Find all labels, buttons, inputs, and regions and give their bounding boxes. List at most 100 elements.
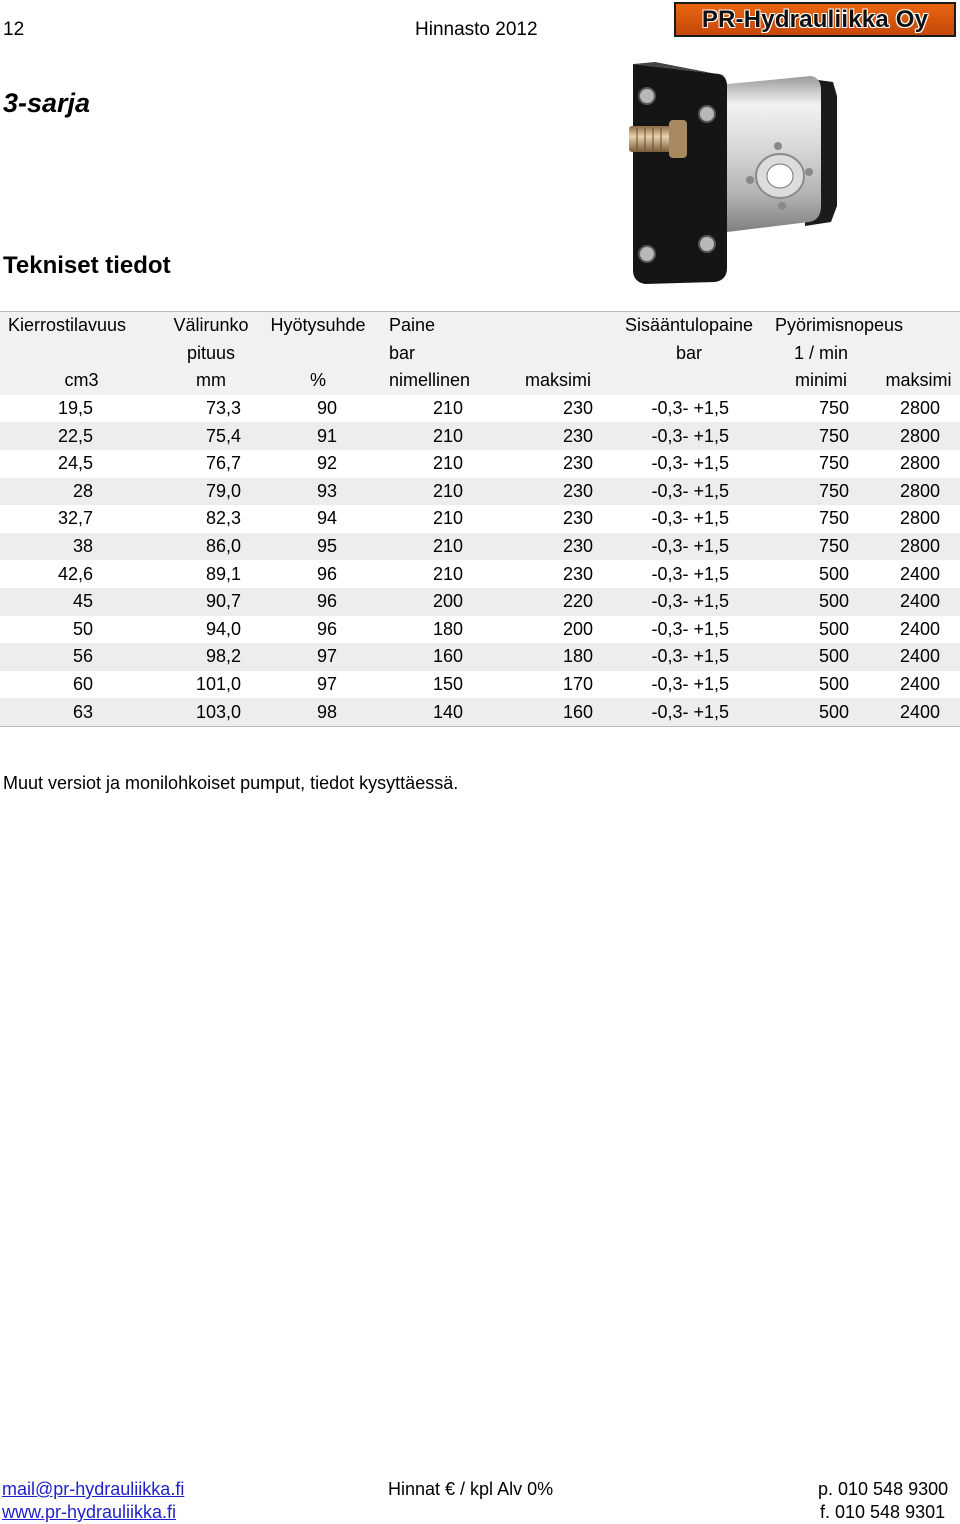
table-cell: 89,1 xyxy=(205,563,241,584)
table-header-cell xyxy=(259,340,377,368)
table-header-cell: 1 / min xyxy=(793,342,849,363)
table-cell: 28 xyxy=(72,480,93,501)
table-cell: 500 xyxy=(818,674,849,695)
table-header-cell: nimellinen xyxy=(389,370,471,391)
table-row: 24,5 76,7 92 210 230 -0,3- +1,5 750 2800 xyxy=(0,449,960,478)
table-cell: 98 xyxy=(316,701,337,722)
catalog-title: Hinnasto 2012 xyxy=(415,19,538,40)
table-cell: 2400 xyxy=(899,701,940,722)
table-cell: 2400 xyxy=(899,591,940,612)
table-cell: 500 xyxy=(818,701,849,722)
table-cell: 140 xyxy=(432,701,463,722)
table-cell: 750 xyxy=(818,480,849,501)
table-cell: 73,3 xyxy=(205,398,241,419)
table-row: 42,6 89,1 96 210 230 -0,3- +1,5 500 2400 xyxy=(0,560,960,588)
table-cell: 160 xyxy=(432,646,463,667)
table-cell: 97 xyxy=(316,674,337,695)
table-header-row: cm3 mm % nimellinen maksimi minimi maksi… xyxy=(0,367,960,395)
table-cell: 50 xyxy=(72,618,93,639)
table-cell: 210 xyxy=(432,536,463,557)
table-cell: 32,7 xyxy=(57,508,93,529)
table-cell: 210 xyxy=(432,425,463,446)
table-header-cell xyxy=(613,367,765,395)
table-cell: 98,2 xyxy=(205,646,241,667)
table-cell: 230 xyxy=(562,508,593,529)
table-cell: 2400 xyxy=(899,646,940,667)
table-row: 50 94,0 96 180 200 -0,3- +1,5 500 2400 xyxy=(0,615,960,644)
table-header-cell: bar xyxy=(675,342,702,363)
table-row: 32,7 82,3 94 210 230 -0,3- +1,5 750 2800 xyxy=(0,505,960,533)
table-header-cell: Paine xyxy=(389,315,436,336)
table-cell: -0,3- +1,5 xyxy=(651,536,729,557)
table-cell: 500 xyxy=(818,618,849,639)
table-header-cell xyxy=(877,340,960,368)
table-cell: 2400 xyxy=(899,618,940,639)
table-cell: 230 xyxy=(562,563,593,584)
table-cell: -0,3- +1,5 xyxy=(651,563,729,584)
table-cell: 42,6 xyxy=(57,563,93,584)
table-header-cell xyxy=(0,340,163,368)
table-cell: 180 xyxy=(562,646,593,667)
table-header-cell: pituus xyxy=(186,342,236,363)
table-cell: 200 xyxy=(562,618,593,639)
table-cell: 2400 xyxy=(899,674,940,695)
table-cell: 170 xyxy=(562,674,593,695)
table-cell: -0,3- +1,5 xyxy=(651,674,729,695)
table-cell: 500 xyxy=(818,563,849,584)
table-cell: 63 xyxy=(72,701,93,722)
table-cell: 82,3 xyxy=(205,508,241,529)
table-cell: 210 xyxy=(432,508,463,529)
table-header-cell xyxy=(503,340,613,368)
table-cell: 210 xyxy=(432,480,463,501)
table-header-cell: maksimi xyxy=(885,370,952,391)
table-cell: 500 xyxy=(818,591,849,612)
table-header-cell: Kierrostilavuus xyxy=(8,315,127,336)
table-header-cell: mm xyxy=(196,370,226,391)
footer-fax: f. 010 548 9301 xyxy=(820,1502,946,1522)
table-cell: 230 xyxy=(562,453,593,474)
section-title: Tekniset tiedot xyxy=(3,252,171,279)
table-header-cell: Sisääntulopaine xyxy=(624,315,754,336)
table-cell: 97 xyxy=(316,646,337,667)
table-cell: 76,7 xyxy=(205,453,241,474)
table-header-cell: Välirunko xyxy=(173,315,249,336)
table-cell: 95 xyxy=(316,536,337,557)
table-cell: 79,0 xyxy=(205,480,241,501)
table-cell: 96 xyxy=(316,591,337,612)
table-cell: 210 xyxy=(432,563,463,584)
table-cell: 230 xyxy=(562,480,593,501)
table-cell: -0,3- +1,5 xyxy=(651,591,729,612)
table-row: 28 79,0 93 210 230 -0,3- +1,5 750 2800 xyxy=(0,477,960,506)
table-header-cell xyxy=(503,312,613,340)
table-cell: 180 xyxy=(432,618,463,639)
table-cell: 93 xyxy=(316,480,337,501)
table-cell: 210 xyxy=(432,398,463,419)
table-cell: 2800 xyxy=(899,453,940,474)
table-cell: 86,0 xyxy=(205,536,241,557)
table-cell: 2800 xyxy=(899,508,940,529)
table-row: 38 86,0 95 210 230 -0,3- +1,5 750 2800 xyxy=(0,532,960,561)
table-row: 19,5 73,3 90 210 230 -0,3- +1,5 750 2800 xyxy=(0,394,960,423)
table-cell: 230 xyxy=(562,398,593,419)
table-cell: 750 xyxy=(818,453,849,474)
table-cell: 94 xyxy=(316,508,337,529)
company-logo: PR-Hydrauliikka Oy xyxy=(674,2,956,37)
table-cell: 91 xyxy=(316,425,337,446)
footer-email-link[interactable]: mail@pr-hydrauliikka.fi xyxy=(2,1479,185,1499)
table-cell: 56 xyxy=(72,646,93,667)
table-cell: 750 xyxy=(818,425,849,446)
table-cell: 45 xyxy=(72,591,93,612)
table-header-cell: minimi xyxy=(795,370,847,391)
footer-price-note: Hinnat € / kpl Alv 0% xyxy=(388,1479,554,1499)
table-cell: 230 xyxy=(562,536,593,557)
table-cell: 210 xyxy=(432,453,463,474)
table-cell: 200 xyxy=(432,591,463,612)
table-row: 22,5 75,4 91 210 230 -0,3- +1,5 750 2800 xyxy=(0,422,960,450)
table-header-row: pituus bar bar 1 / min xyxy=(0,339,960,368)
footer-website-link[interactable]: www.pr-hydrauliikka.fi xyxy=(2,1502,177,1522)
availability-note: Muut versiot ja monilohkoiset pumput, ti… xyxy=(3,773,459,793)
table-header-cell: Pyörimisnopeus xyxy=(775,315,904,336)
table-body: Kierrostilavuus Välirunko Hyötysuhde Pai… xyxy=(0,312,960,726)
table-cell: 101,0 xyxy=(195,674,241,695)
table-cell: 160 xyxy=(562,701,593,722)
